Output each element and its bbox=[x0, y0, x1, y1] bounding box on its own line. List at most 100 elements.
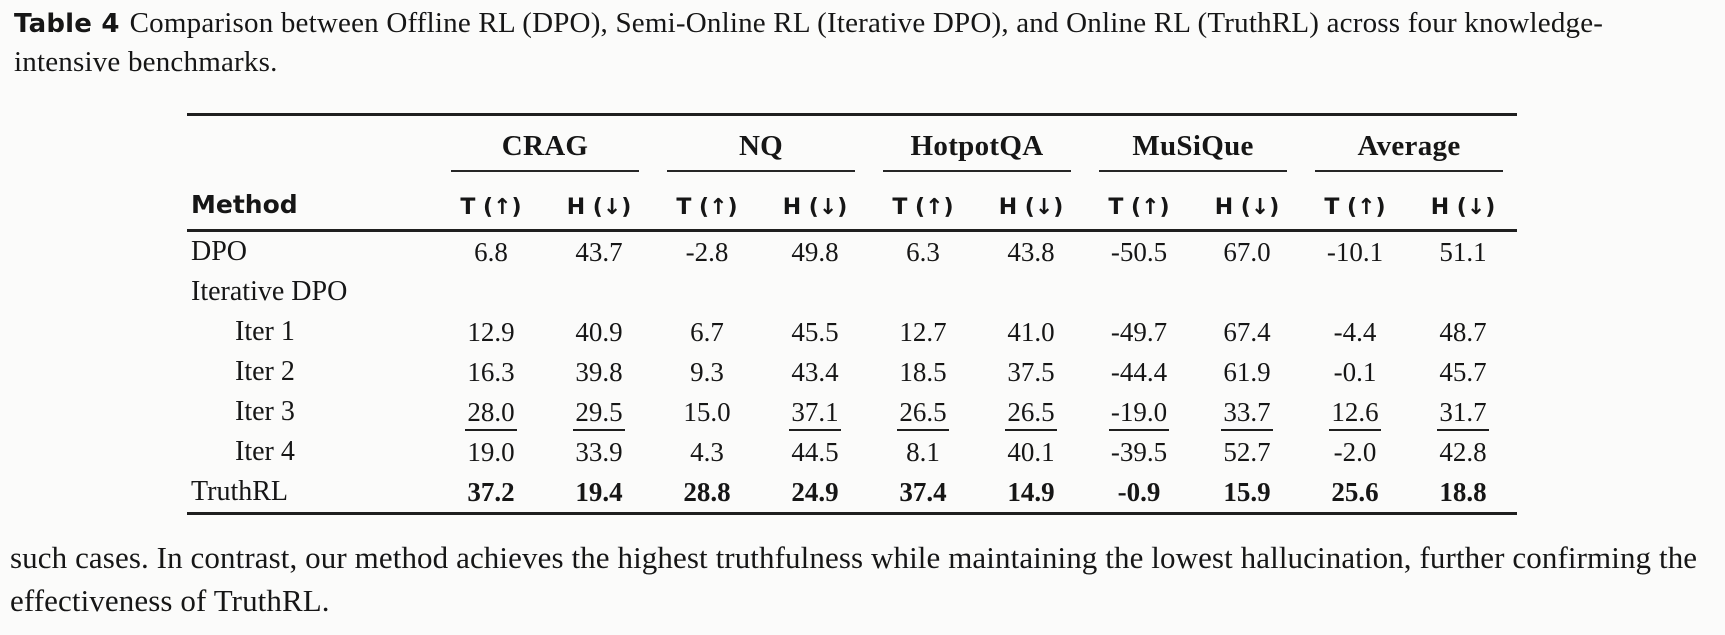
group-name: NQ bbox=[738, 130, 784, 162]
header-rule bbox=[187, 229, 1517, 232]
value-cell: 6.7 bbox=[690, 316, 724, 347]
group-name: Average bbox=[1357, 130, 1461, 162]
value-cell: 15.9 bbox=[1223, 476, 1271, 507]
underlined-value: 28.0 bbox=[465, 396, 517, 431]
value-cell: 16.3 bbox=[467, 356, 515, 387]
value-cell: 49.8 bbox=[791, 236, 839, 267]
method-cell: Iter 1 bbox=[235, 316, 295, 347]
value-cell: -50.5 bbox=[1110, 236, 1168, 267]
value-cell: 9.3 bbox=[690, 356, 724, 387]
value-cell: 37.4 bbox=[899, 476, 947, 507]
value-cell: 40.9 bbox=[575, 316, 623, 347]
value-cell: 33.7 bbox=[1193, 396, 1301, 431]
value-cell: 12.9 bbox=[467, 316, 515, 347]
table-row: Iter 2 16.3 39.8 9.3 43.4 18.5 37.5 -44.4 61.9 -… bbox=[187, 352, 1517, 392]
table-rows: DPO 6.8 43.7 -2.8 49.8 6.3 43.8 -50.5 67.0 -10.1… bbox=[187, 232, 1517, 512]
bottom-rule bbox=[187, 512, 1517, 515]
value-cell: 19.4 bbox=[575, 476, 623, 507]
group-name: CRAG bbox=[501, 130, 589, 162]
table-row: Iter 1 12.9 40.9 6.7 45.5 12.7 41.0 -49.7 67.4 -… bbox=[187, 312, 1517, 352]
value-cell: 6.8 bbox=[474, 236, 508, 267]
value-cell: 67.0 bbox=[1223, 236, 1271, 267]
column-header-hallucination: H (↓) bbox=[1214, 195, 1280, 220]
method-cell: DPO bbox=[191, 236, 248, 267]
value-cell: 25.6 bbox=[1331, 476, 1379, 507]
body-paragraph: such cases. In contrast, our method achi… bbox=[10, 540, 1698, 618]
value-cell: 33.9 bbox=[575, 436, 623, 467]
underlined-value: 31.7 bbox=[1437, 396, 1489, 431]
value-cell: -2.8 bbox=[685, 236, 729, 267]
column-header-method: Method bbox=[191, 190, 298, 219]
underlined-value: 37.1 bbox=[789, 396, 841, 431]
value-cell: 31.7 bbox=[1409, 396, 1517, 431]
table-row: DPO 6.8 43.7 -2.8 49.8 6.3 43.8 -50.5 67.0 -10.1… bbox=[187, 232, 1517, 272]
value-cell: 37.5 bbox=[1007, 356, 1055, 387]
group-header-hotpotqa: HotpotQA bbox=[869, 116, 1085, 172]
value-cell: -49.7 bbox=[1110, 316, 1168, 347]
group-underline bbox=[883, 170, 1071, 172]
method-cell: Iter 2 bbox=[235, 356, 295, 387]
method-cell: TruthRL bbox=[191, 476, 289, 507]
value-cell: -39.5 bbox=[1110, 436, 1168, 467]
group-underline bbox=[667, 170, 855, 172]
column-header-hallucination: H (↓) bbox=[566, 195, 632, 220]
value-cell: 12.7 bbox=[899, 316, 947, 347]
value-cell: 26.5 bbox=[977, 396, 1085, 431]
value-cell: 40.1 bbox=[1007, 436, 1055, 467]
value-cell: 15.0 bbox=[683, 396, 731, 427]
underlined-value: 26.5 bbox=[897, 396, 949, 431]
table-row: TruthRL 37.2 19.4 28.8 24.9 37.4 14.9 -0.9 15.9… bbox=[187, 472, 1517, 512]
column-header-row: Method T (↑) H (↓) T (↑) H (↓) T (↑) H (… bbox=[187, 172, 1517, 229]
group-header-average: Average bbox=[1301, 116, 1517, 172]
underlined-value: 29.5 bbox=[573, 396, 625, 431]
value-cell: 18.8 bbox=[1439, 476, 1487, 507]
value-cell: 28.8 bbox=[683, 476, 731, 507]
top-rule bbox=[187, 113, 1517, 116]
group-header-crag: CRAG bbox=[437, 116, 653, 172]
value-cell: -19.0 bbox=[1085, 396, 1193, 431]
results-table: CRAG NQ HotpotQA MuSiQue Average Method bbox=[187, 113, 1517, 515]
value-cell: 44.5 bbox=[791, 436, 839, 467]
column-header-truthfulness: T (↑) bbox=[1108, 195, 1170, 220]
value-cell: 28.0 bbox=[437, 396, 545, 431]
method-cell: Iter 4 bbox=[235, 436, 295, 467]
group-header-row: CRAG NQ HotpotQA MuSiQue Average bbox=[187, 116, 1517, 172]
value-cell: 42.8 bbox=[1439, 436, 1487, 467]
value-cell: 37.2 bbox=[467, 476, 515, 507]
value-cell: 19.0 bbox=[467, 436, 515, 467]
underlined-value: 26.5 bbox=[1005, 396, 1057, 431]
value-cell: 26.5 bbox=[869, 396, 977, 431]
value-cell: -10.1 bbox=[1326, 236, 1384, 267]
value-cell: 43.7 bbox=[575, 236, 623, 267]
value-cell: -2.0 bbox=[1333, 436, 1377, 467]
table-row: Iter 3 28.0 29.5 15.0 37.1 26.5 26.5 -19.0 33.7… bbox=[187, 392, 1517, 432]
value-cell: 41.0 bbox=[1007, 316, 1055, 347]
value-cell: 43.4 bbox=[791, 356, 839, 387]
table-caption: Table 4 Comparison between Offline RL (DP… bbox=[14, 4, 1682, 81]
value-cell: 12.6 bbox=[1301, 396, 1409, 431]
value-cell: -44.4 bbox=[1110, 356, 1168, 387]
method-cell: Iterative DPO bbox=[191, 276, 348, 307]
value-cell: 61.9 bbox=[1223, 356, 1271, 387]
column-header-truthfulness: T (↑) bbox=[892, 195, 954, 220]
group-underline bbox=[451, 170, 639, 172]
value-cell: 6.3 bbox=[906, 236, 940, 267]
caption-text: Comparison between Offline RL (DPO), Sem… bbox=[14, 7, 1604, 78]
underlined-value: -19.0 bbox=[1108, 396, 1170, 431]
value-cell: 51.1 bbox=[1439, 236, 1487, 267]
group-underline bbox=[1315, 170, 1503, 172]
value-cell: -0.1 bbox=[1333, 356, 1377, 387]
column-header-hallucination: H (↓) bbox=[998, 195, 1064, 220]
column-header-truthfulness: T (↑) bbox=[460, 195, 522, 220]
value-cell: 52.7 bbox=[1223, 436, 1271, 467]
column-header-truthfulness: T (↑) bbox=[676, 195, 738, 220]
value-cell: 43.8 bbox=[1007, 236, 1055, 267]
value-cell: 4.3 bbox=[690, 436, 724, 467]
value-cell: -0.9 bbox=[1117, 476, 1161, 507]
value-cell: 18.5 bbox=[899, 356, 947, 387]
value-cell: 45.5 bbox=[791, 316, 839, 347]
value-cell: 67.4 bbox=[1223, 316, 1271, 347]
value-cell: 45.7 bbox=[1439, 356, 1487, 387]
caption-label: Table 4 bbox=[14, 9, 120, 39]
